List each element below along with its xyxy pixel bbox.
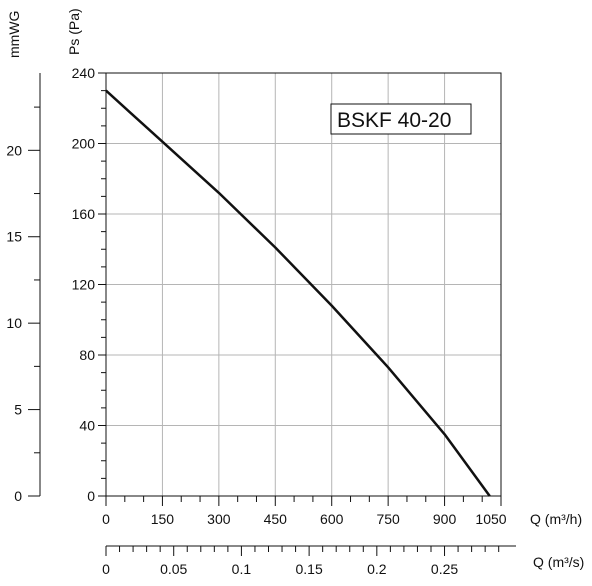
x-axis-title: Q (m³/h): [530, 511, 582, 527]
y-tick-label: 200: [72, 136, 96, 152]
model-label-box: BSKF 40-20: [330, 103, 472, 135]
q2-axis-title: Q (m³/s): [533, 554, 584, 570]
q2-tick-label: 0.05: [160, 561, 187, 577]
model-label: BSKF 40-20: [337, 109, 451, 132]
y-axis-title: Ps (Pa): [66, 8, 82, 55]
labels: 0 40 80 120 160 200 240 Ps (Pa) 0 5 10 15 20 mmWG 0 150…: [6, 8, 584, 577]
model-label-frame: [330, 103, 472, 135]
mmwg-axis-title: mmWG: [6, 11, 22, 58]
x-tick-label: 150: [151, 511, 175, 527]
q2-tick-label: 0.2: [367, 561, 387, 577]
y-tick-label: 80: [79, 347, 95, 363]
x-tick-label: 0: [102, 511, 110, 527]
performance-curve: [105, 89, 491, 497]
x-tick-label: 900: [433, 511, 457, 527]
y-tick-label: 240: [72, 65, 96, 81]
x-tick-label: 300: [207, 511, 231, 527]
y-tick-label: 0: [87, 488, 95, 504]
x-tick-label: 1050: [475, 511, 506, 527]
q2-tick-label: 0.15: [295, 561, 322, 577]
mmwg-tick-label: 0: [14, 488, 22, 504]
series: [105, 89, 491, 497]
y-tick-label: 40: [79, 418, 95, 434]
q2-tick-label: 0.1: [232, 561, 252, 577]
mmwg-tick-label: 5: [14, 402, 22, 418]
q2-tick-label: 0: [102, 561, 110, 577]
x-tick-label: 600: [320, 511, 344, 527]
axes: [28, 72, 516, 556]
grid: [106, 73, 501, 496]
x-tick-label: 450: [264, 511, 288, 527]
q2-tick-label: 0.25: [431, 561, 458, 577]
mmwg-tick-label: 10: [6, 315, 22, 331]
mmwg-tick-label: 15: [6, 229, 22, 245]
mmwg-tick-label: 20: [6, 142, 22, 158]
y-tick-label: 160: [72, 206, 96, 222]
x-tick-label: 750: [376, 511, 400, 527]
y-tick-label: 120: [72, 277, 96, 293]
